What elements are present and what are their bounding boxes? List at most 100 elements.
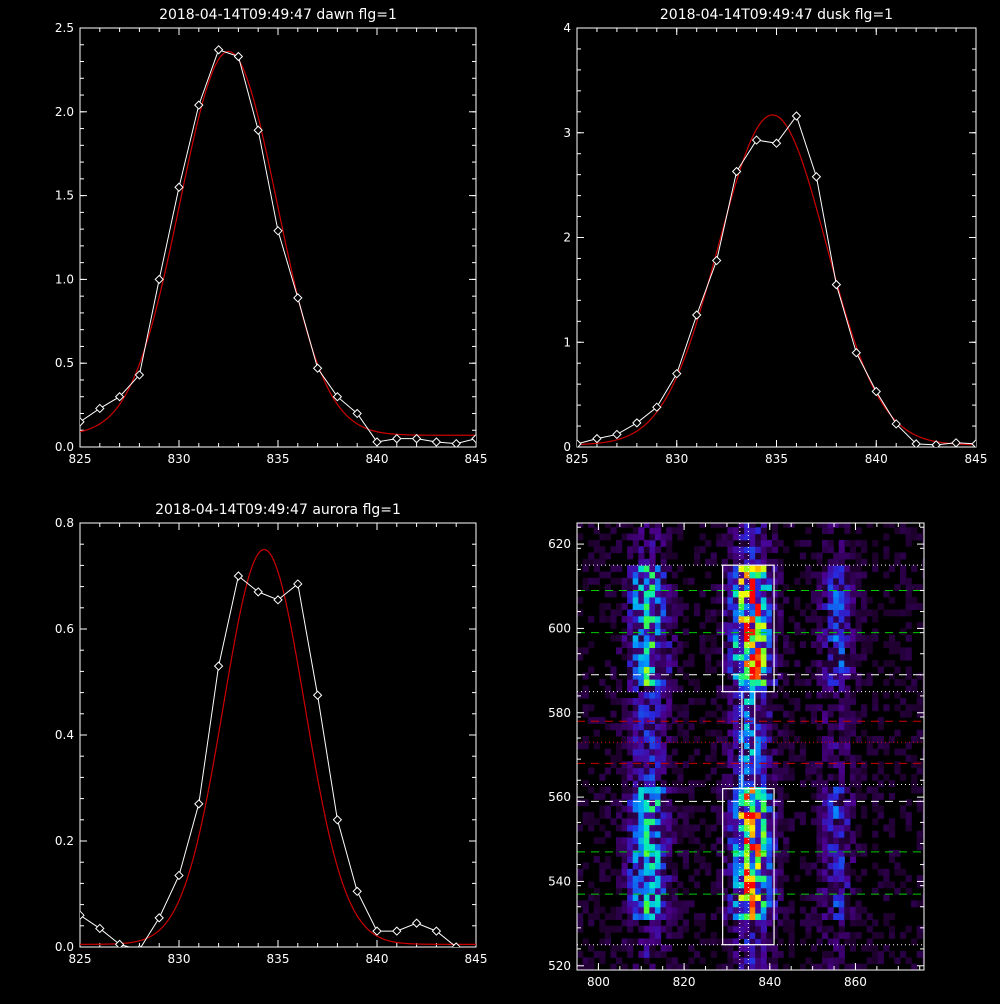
image-pixel	[844, 622, 851, 629]
image-pixel	[822, 951, 829, 958]
image-pixel	[671, 527, 678, 535]
image-pixel	[760, 837, 767, 845]
image-pixel	[900, 811, 907, 819]
image-pixel	[655, 533, 662, 541]
image-pixel	[749, 641, 756, 648]
image-pixel	[727, 843, 734, 851]
image-pixel	[749, 685, 756, 693]
image-pixel	[888, 792, 896, 800]
image-pixel	[849, 647, 857, 655]
image-pixel	[827, 546, 834, 554]
image-pixel	[833, 913, 840, 920]
image-pixel	[694, 856, 701, 863]
image-pixel	[643, 742, 650, 750]
image-pixel	[738, 805, 745, 813]
image-pixel	[816, 558, 823, 566]
image-pixel	[610, 546, 617, 554]
image-pixel	[660, 710, 667, 718]
image-pixel	[827, 539, 834, 547]
image-pixel	[883, 552, 890, 560]
image-pixel	[766, 754, 773, 762]
image-pixel	[849, 792, 857, 800]
observed-point-marker	[431, 926, 442, 936]
image-pixel	[660, 539, 667, 547]
image-pixel	[666, 622, 673, 629]
image-pixel	[660, 824, 667, 832]
image-pixel	[671, 805, 678, 813]
image-pixel	[771, 748, 779, 756]
image-pixel	[900, 653, 907, 661]
image-pixel	[816, 780, 823, 788]
image-pixel	[838, 887, 845, 895]
image-pixel	[744, 761, 751, 769]
observed-profile-line	[80, 49, 476, 445]
image-pixel	[822, 571, 829, 579]
image-pixel	[822, 887, 829, 895]
image-pixel	[588, 818, 595, 826]
image-pixel	[905, 811, 912, 819]
image-pixel	[649, 717, 656, 724]
image-pixel	[799, 609, 806, 617]
image-pixel	[744, 698, 751, 705]
image-pixel	[810, 571, 818, 579]
image-pixel	[593, 558, 600, 566]
image-pixel	[866, 523, 873, 528]
image-pixel	[671, 868, 678, 876]
image-pixel	[727, 660, 734, 667]
image-pixel	[816, 963, 823, 970]
image-pixel	[755, 906, 762, 914]
image-pixel	[905, 799, 912, 807]
image-pixel	[900, 577, 907, 585]
image-pixel	[593, 913, 600, 920]
image-pixel	[677, 906, 684, 914]
image-pixel	[833, 609, 840, 617]
image-pixel	[744, 900, 751, 908]
image-pixel	[771, 691, 779, 699]
image-pixel	[771, 951, 779, 958]
image-pixel	[727, 780, 734, 788]
image-pixel	[916, 767, 923, 775]
image-pixel	[911, 736, 918, 743]
image-pixel	[822, 963, 829, 970]
image-pixel	[649, 938, 656, 946]
image-pixel	[810, 704, 818, 712]
image-pixel	[777, 609, 784, 617]
image-pixel	[671, 932, 678, 939]
image-pixel	[849, 944, 857, 952]
image-pixel	[638, 925, 645, 933]
image-pixel	[849, 571, 857, 579]
image-pixel	[582, 736, 589, 743]
observed-point-marker	[332, 392, 343, 402]
image-pixel	[582, 818, 589, 826]
image-pixel	[755, 767, 762, 775]
image-pixel	[783, 824, 790, 832]
image-pixel	[710, 615, 717, 623]
image-pixel	[655, 698, 662, 705]
image-pixel	[833, 786, 840, 794]
image-pixel	[738, 875, 745, 882]
image-pixel	[694, 913, 701, 920]
image-pixel	[822, 818, 829, 826]
image-pixel	[732, 609, 740, 617]
image-pixel	[649, 875, 656, 882]
image-pixel	[593, 546, 600, 554]
image-pixel	[682, 830, 689, 838]
image-pixel	[866, 944, 873, 952]
image-pixel	[621, 906, 628, 914]
observed-point-marker	[577, 439, 582, 447]
image-pixel	[666, 944, 673, 952]
image-pixel	[844, 523, 851, 528]
image-pixel	[721, 919, 728, 927]
image-pixel	[788, 767, 795, 775]
image-pixel	[755, 590, 762, 598]
image-pixel	[922, 754, 924, 762]
image-pixel	[727, 748, 734, 756]
image-pixel	[905, 742, 912, 750]
image-pixel	[888, 925, 896, 933]
x-tick-label: 840	[865, 452, 888, 466]
image-pixel	[744, 634, 751, 642]
image-pixel	[861, 963, 868, 970]
image-pixel	[732, 951, 740, 958]
image-pixel	[900, 710, 907, 718]
image-pixel	[799, 938, 806, 946]
